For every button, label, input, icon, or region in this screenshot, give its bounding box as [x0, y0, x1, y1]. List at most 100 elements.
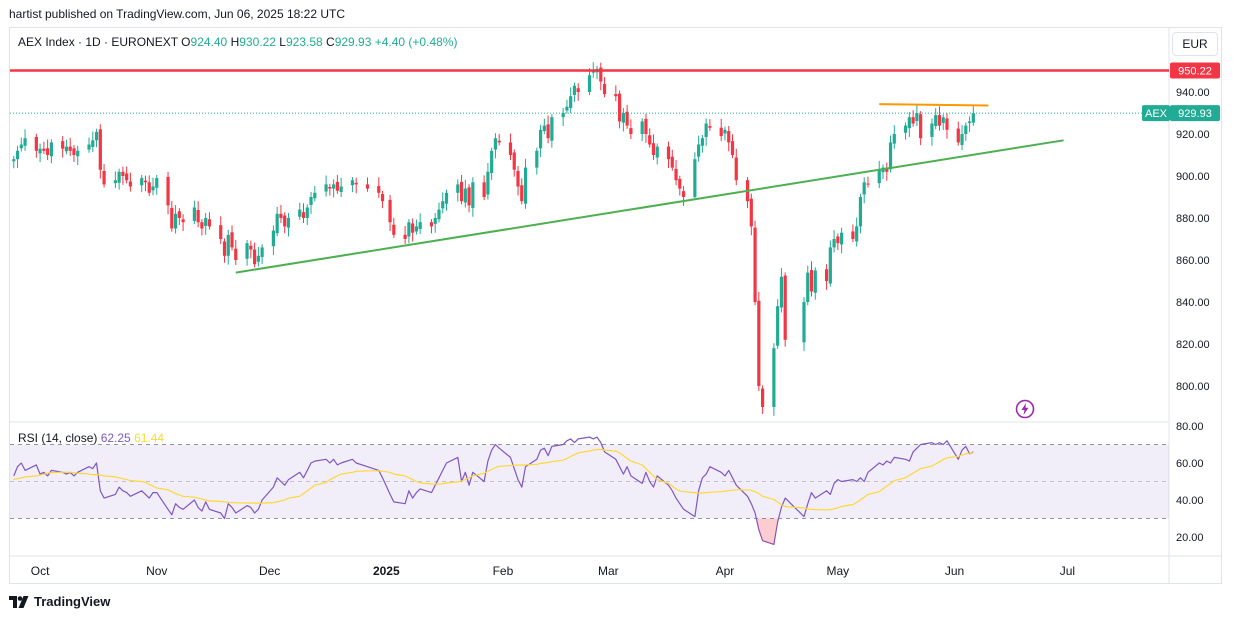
- rsi-band-fill: [10, 444, 1169, 519]
- candle-body: [508, 142, 513, 155]
- candle-body: [911, 117, 915, 124]
- price-tick-label: 800.00: [1176, 381, 1210, 393]
- brand-name: TradingView: [34, 594, 111, 609]
- candle-body: [621, 113, 625, 123]
- candle-body: [72, 148, 76, 155]
- resistance-price-tag: [1170, 62, 1220, 79]
- candle-body: [226, 234, 230, 256]
- candle-body: [602, 84, 607, 95]
- rsi-lines: [13, 436, 974, 546]
- candle-body: [301, 212, 306, 218]
- tradingview-logo[interactable]: TradingView: [9, 594, 110, 609]
- candle-body: [49, 142, 53, 157]
- candle-body: [550, 117, 554, 141]
- candle-body: [934, 115, 938, 127]
- rsi-value: 62.25: [100, 431, 131, 445]
- change-value: +4.40 (+0.48%): [374, 35, 458, 49]
- open-value: 924.40: [190, 35, 228, 49]
- candle-body: [670, 156, 674, 168]
- currency-button[interactable]: EUR: [1172, 32, 1218, 56]
- rsi-legend[interactable]: RSI (14, close) 62.25 61.44: [18, 431, 164, 445]
- symbol-legend[interactable]: AEX Index · 1D · EURONEXT O924.40 H930.2…: [18, 35, 457, 49]
- candle-body: [806, 272, 810, 302]
- candle-body: [245, 243, 249, 259]
- candle-body: [207, 219, 212, 227]
- candle-body: [757, 300, 761, 386]
- candle-body: [471, 182, 475, 208]
- candle-body: [697, 144, 701, 157]
- candle-body: [840, 232, 844, 245]
- drawn-lines: [10, 69, 1169, 274]
- candle-body: [693, 159, 697, 197]
- candle-body: [219, 225, 223, 239]
- candle-body: [15, 150, 20, 160]
- open-label: O: [181, 35, 191, 49]
- candle-body: [666, 146, 671, 160]
- axes: 940.00 920.00 900.00 880.00 860.00 840.00 820.…: [31, 87, 1210, 578]
- candle-body: [234, 248, 238, 260]
- rsi-tick-label: 20.00: [1176, 532, 1204, 544]
- candle-body: [121, 171, 125, 176]
- candle-body: [836, 236, 840, 244]
- candle-body: [678, 178, 682, 189]
- candle-body: [459, 181, 464, 202]
- candle-body: [542, 125, 546, 132]
- candle-body: [275, 213, 279, 234]
- candle-body: [723, 129, 727, 134]
- candle-body: [143, 180, 148, 183]
- symbol-tag-label: AEX: [1145, 108, 1168, 120]
- candle-body: [640, 121, 644, 134]
- candle-body: [971, 113, 975, 123]
- candle-body: [222, 241, 227, 256]
- candle-body: [34, 136, 38, 151]
- candle-body: [783, 275, 787, 340]
- candle-body: [151, 186, 155, 191]
- candle-body: [591, 71, 595, 73]
- candle-body: [279, 213, 283, 218]
- candle-body: [599, 67, 603, 82]
- candle-body: [298, 209, 302, 217]
- candle-body: [249, 245, 253, 250]
- close-value: 929.93: [334, 35, 372, 49]
- candle-body: [828, 247, 832, 284]
- candle-body: [704, 123, 708, 137]
- candle-body: [708, 126, 712, 128]
- lightning-bolt-icon[interactable]: [1015, 399, 1035, 419]
- time-tick-label: May: [827, 564, 850, 578]
- candle-body: [941, 117, 945, 124]
- time-tick-label: 2025: [373, 564, 400, 578]
- candle-body: [937, 115, 942, 126]
- candle-body: [520, 185, 524, 202]
- price-tick-label: 880.00: [1176, 213, 1210, 225]
- candle-body: [651, 143, 656, 155]
- time-tick-label: Jun: [945, 564, 964, 578]
- rsi-title: RSI (14, close): [18, 431, 98, 445]
- candle-body: [467, 187, 471, 206]
- last-price-tag: [1170, 105, 1220, 122]
- candle-body: [561, 113, 565, 118]
- candle-body: [128, 181, 133, 187]
- time-tick-label: Mar: [598, 564, 619, 578]
- rsi-ma-line: [13, 448, 974, 511]
- candle-body: [196, 210, 200, 223]
- candle-body: [61, 141, 65, 149]
- candle-body: [377, 186, 381, 193]
- chart-frame[interactable]: [9, 27, 1222, 584]
- candle-body: [967, 121, 972, 124]
- candle-body: [535, 150, 539, 168]
- rsi-tick-label: 80.00: [1176, 421, 1204, 433]
- candle-body: [753, 227, 757, 302]
- candle-body: [388, 199, 392, 223]
- candle-body: [392, 224, 396, 235]
- close-label: C: [326, 35, 335, 49]
- candle-body: [91, 140, 95, 148]
- candle-body: [674, 168, 678, 181]
- candle-body: [907, 117, 911, 129]
- candle-body: [625, 111, 629, 126]
- candle-body: [858, 197, 863, 227]
- flat-top-trendline: [879, 103, 989, 107]
- candle-body: [271, 230, 276, 247]
- candle-body: [309, 197, 313, 205]
- candle-body: [125, 173, 129, 181]
